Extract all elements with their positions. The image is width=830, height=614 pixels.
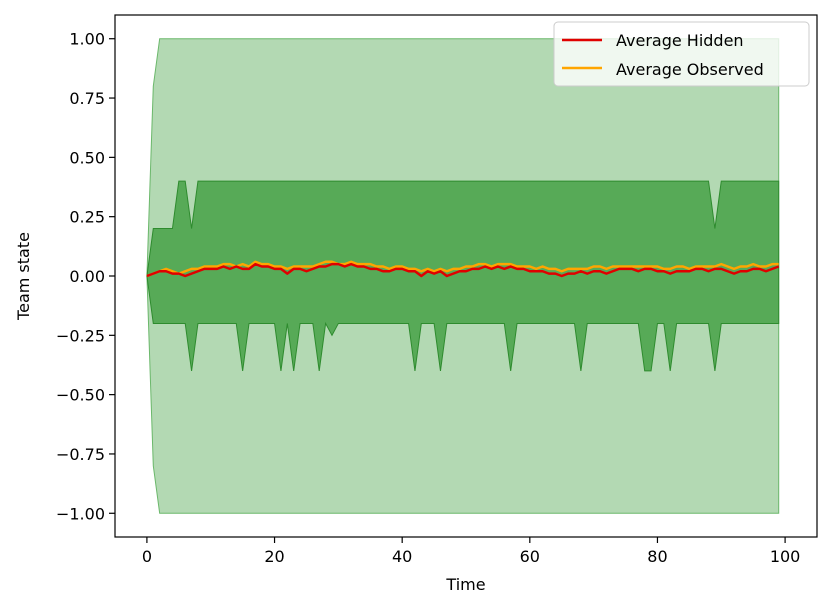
y-tick-label: 0.75 [69,89,105,108]
band-inner [146,180,780,372]
bands-layer [146,38,780,514]
legend-label-observed: Average Observed [616,60,764,79]
y-tick-label: 0.25 [69,208,105,227]
x-tick-label: 60 [520,547,540,566]
x-axis-label: Time [445,575,485,594]
y-axis-label: Team state [14,232,33,321]
x-tick-label: 100 [770,547,801,566]
y-tick-label: −0.25 [56,326,105,345]
y-tick-label: −1.00 [56,504,105,523]
legend-label-hidden: Average Hidden [616,31,744,50]
series-layer [146,260,780,278]
series-line-average-observed [146,260,779,278]
y-tick-label: −0.75 [56,445,105,464]
x-axis: 0 20 40 60 80 100 [142,537,801,566]
y-tick-label: 1.00 [69,30,105,49]
legend: Average Hidden Average Observed [553,21,810,87]
y-tick-label: −0.50 [56,386,105,405]
x-tick-label: 40 [392,547,412,566]
y-tick-label: 0.50 [69,148,105,167]
legend-box [553,21,810,87]
x-tick-label: 20 [264,547,284,566]
series-line-average-hidden [146,262,780,278]
x-tick-label: 0 [142,547,152,566]
y-tick-label: 0.00 [69,267,105,286]
y-axis: −1.00 −0.75 −0.50 −0.25 0.00 0.25 0.50 0.75 1.00 [56,30,115,523]
x-tick-label: 80 [647,547,667,566]
